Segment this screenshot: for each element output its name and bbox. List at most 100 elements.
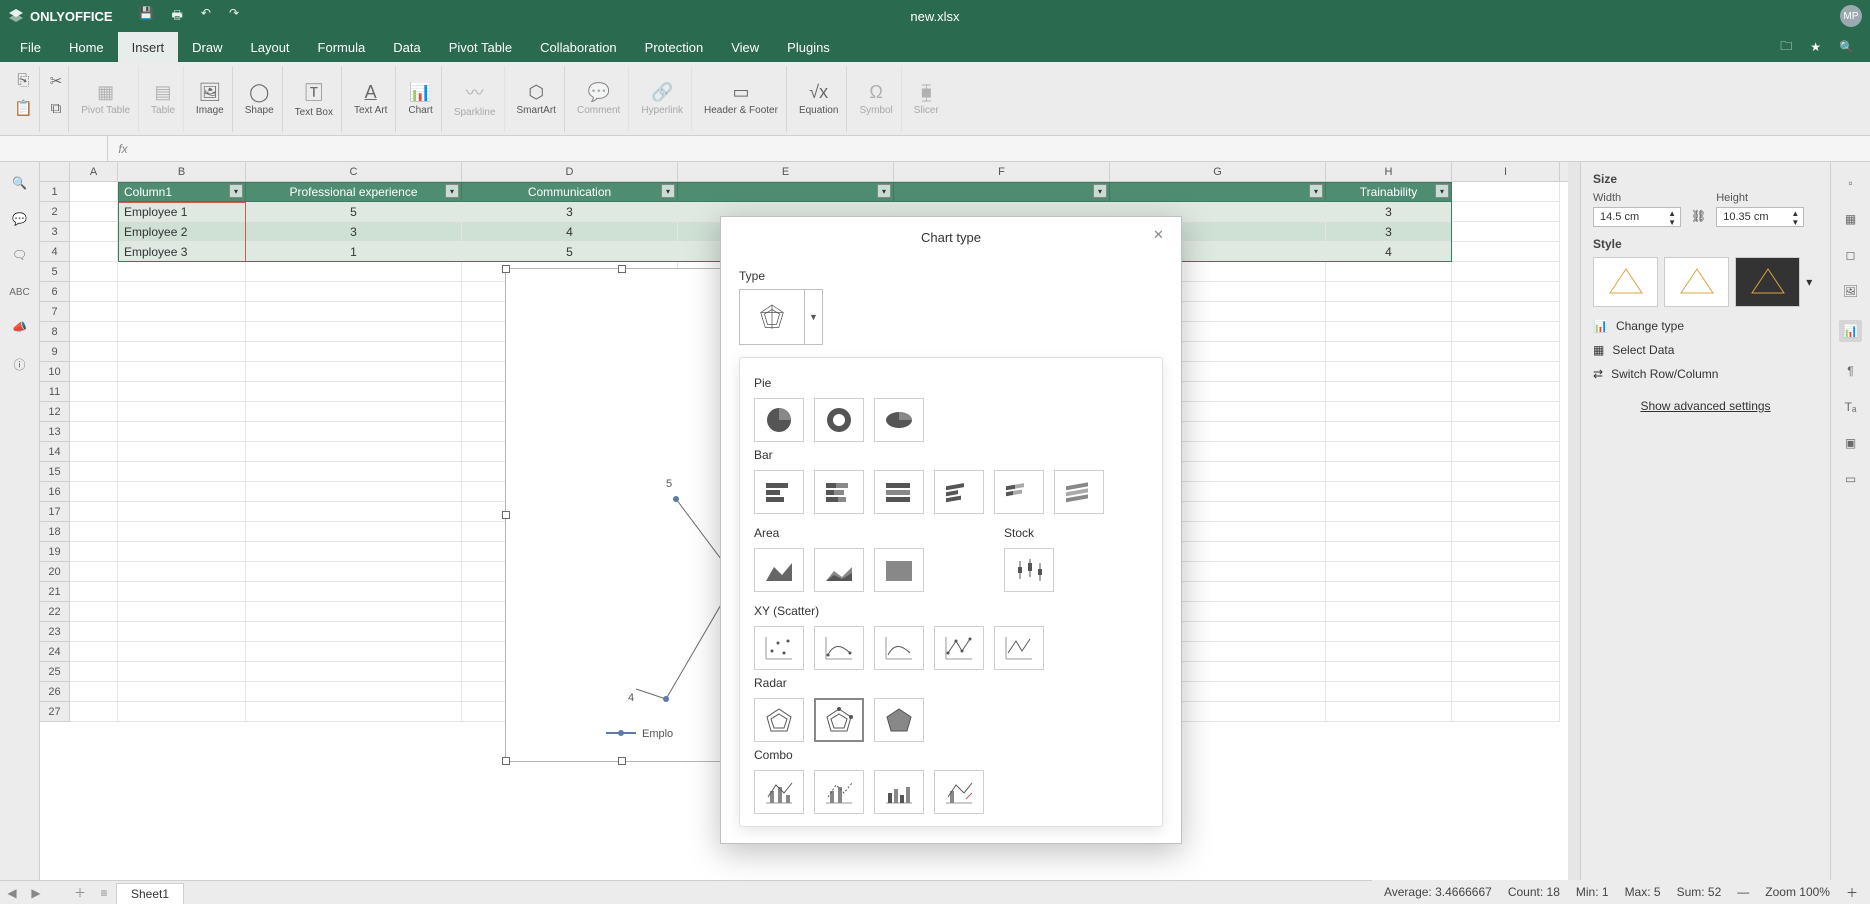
tab-formula[interactable]: Formula (304, 32, 380, 62)
cell[interactable] (246, 622, 462, 642)
cell[interactable] (70, 602, 118, 622)
cell[interactable] (70, 702, 118, 722)
cell[interactable] (1452, 462, 1560, 482)
cell[interactable] (246, 362, 462, 382)
cell[interactable] (118, 322, 246, 342)
cell[interactable] (118, 262, 246, 282)
cell[interactable] (70, 242, 118, 262)
paragraph-settings-icon[interactable]: ¶ (1847, 364, 1853, 378)
col-header-G[interactable]: G (1110, 162, 1326, 181)
paste-icon[interactable]: 📋 (14, 99, 33, 117)
tab-collaboration[interactable]: Collaboration (526, 32, 631, 62)
table-cell[interactable]: 4 (462, 222, 678, 242)
cell[interactable] (118, 542, 246, 562)
row-header[interactable]: 25 (40, 662, 70, 682)
cell[interactable] (70, 262, 118, 282)
cell[interactable] (1452, 342, 1560, 362)
cell[interactable] (246, 482, 462, 502)
cell[interactable] (246, 402, 462, 422)
cell[interactable] (1326, 322, 1452, 342)
opt-scatter-2[interactable] (814, 626, 864, 670)
pivot-settings-icon[interactable]: ▣ (1845, 436, 1856, 450)
cell[interactable] (70, 302, 118, 322)
cell[interactable] (70, 522, 118, 542)
find-icon[interactable]: 🔍 (12, 176, 27, 190)
row-header[interactable]: 5 (40, 262, 70, 282)
height-input[interactable]: 10.35 cm▲▼ (1716, 207, 1804, 227)
table-header-cell[interactable]: ▾ (894, 182, 1110, 202)
cell[interactable] (1452, 502, 1560, 522)
col-header-I[interactable]: I (1452, 162, 1560, 181)
cell[interactable] (70, 322, 118, 342)
tab-layout[interactable]: Layout (237, 32, 304, 62)
cell[interactable] (1452, 382, 1560, 402)
cell[interactable] (1326, 622, 1452, 642)
type-dropdown-toggle[interactable]: ▼ (805, 289, 823, 345)
row-header[interactable]: 10 (40, 362, 70, 382)
cell[interactable] (1452, 202, 1560, 222)
cell[interactable] (1326, 422, 1452, 442)
favorite-icon[interactable]: ★ (1810, 40, 1821, 54)
cell[interactable] (70, 282, 118, 302)
save-icon[interactable]: 💾 (139, 6, 154, 27)
cell[interactable] (70, 442, 118, 462)
table-cell[interactable]: Employee 3 (118, 242, 246, 262)
cell[interactable] (118, 582, 246, 602)
cell[interactable] (1326, 482, 1452, 502)
cell[interactable] (1326, 702, 1452, 722)
col-header-D[interactable]: D (462, 162, 678, 181)
table-cell[interactable]: 5 (246, 202, 462, 222)
cell[interactable] (1326, 502, 1452, 522)
filter-dropdown-icon[interactable]: ▾ (1093, 184, 1107, 198)
style-more-icon[interactable]: ▾ (1806, 257, 1818, 307)
cell[interactable] (118, 382, 246, 402)
table-cell[interactable]: 3 (462, 202, 678, 222)
ribbon-chart[interactable]: 📊Chart (400, 66, 441, 132)
zoom-out-icon[interactable]: — (1737, 885, 1749, 899)
cell[interactable] (1326, 642, 1452, 662)
opt-area-3[interactable] (874, 548, 924, 592)
cell[interactable] (246, 682, 462, 702)
cell[interactable] (1452, 182, 1560, 202)
cell[interactable] (246, 602, 462, 622)
opt-radar-3[interactable] (874, 698, 924, 742)
sheet-list-icon[interactable]: ≡ (92, 886, 116, 900)
cell[interactable] (118, 702, 246, 722)
name-box[interactable] (0, 136, 108, 161)
search-icon[interactable]: 🔍 (1839, 40, 1854, 54)
tab-file[interactable]: File (6, 32, 55, 62)
cell[interactable] (70, 402, 118, 422)
cell[interactable] (70, 482, 118, 502)
cell[interactable] (70, 342, 118, 362)
cell[interactable] (118, 342, 246, 362)
cell[interactable] (246, 542, 462, 562)
filter-dropdown-icon[interactable]: ▾ (445, 184, 459, 198)
print-icon[interactable]: 🖶 (172, 6, 183, 27)
opt-scatter-3[interactable] (874, 626, 924, 670)
ribbon-equation[interactable]: √xEquation (791, 66, 847, 132)
col-header-C[interactable]: C (246, 162, 462, 181)
tab-draw[interactable]: Draw (178, 32, 236, 62)
row-header[interactable]: 16 (40, 482, 70, 502)
slicer-settings-icon[interactable]: ▭ (1845, 472, 1856, 486)
tab-protection[interactable]: Protection (631, 32, 718, 62)
cell[interactable] (118, 562, 246, 582)
cell[interactable] (246, 642, 462, 662)
cell[interactable] (246, 442, 462, 462)
cell[interactable] (1452, 642, 1560, 662)
open-location-icon[interactable]: 🗀 (1780, 37, 1792, 58)
width-input[interactable]: 14.5 cm▲▼ (1593, 207, 1681, 227)
cell[interactable] (1452, 682, 1560, 702)
cell[interactable] (118, 602, 246, 622)
cell[interactable] (1452, 582, 1560, 602)
table-cell[interactable]: 3 (1326, 222, 1452, 242)
cell[interactable] (118, 482, 246, 502)
row-header[interactable]: 1 (40, 182, 70, 202)
cell[interactable] (1452, 702, 1560, 722)
cell[interactable] (118, 682, 246, 702)
user-avatar[interactable]: MP (1840, 5, 1862, 27)
cell[interactable] (1326, 602, 1452, 622)
row-header[interactable]: 11 (40, 382, 70, 402)
table-cell[interactable]: 1 (246, 242, 462, 262)
shape-settings-icon[interactable]: ◻ (1846, 248, 1856, 262)
